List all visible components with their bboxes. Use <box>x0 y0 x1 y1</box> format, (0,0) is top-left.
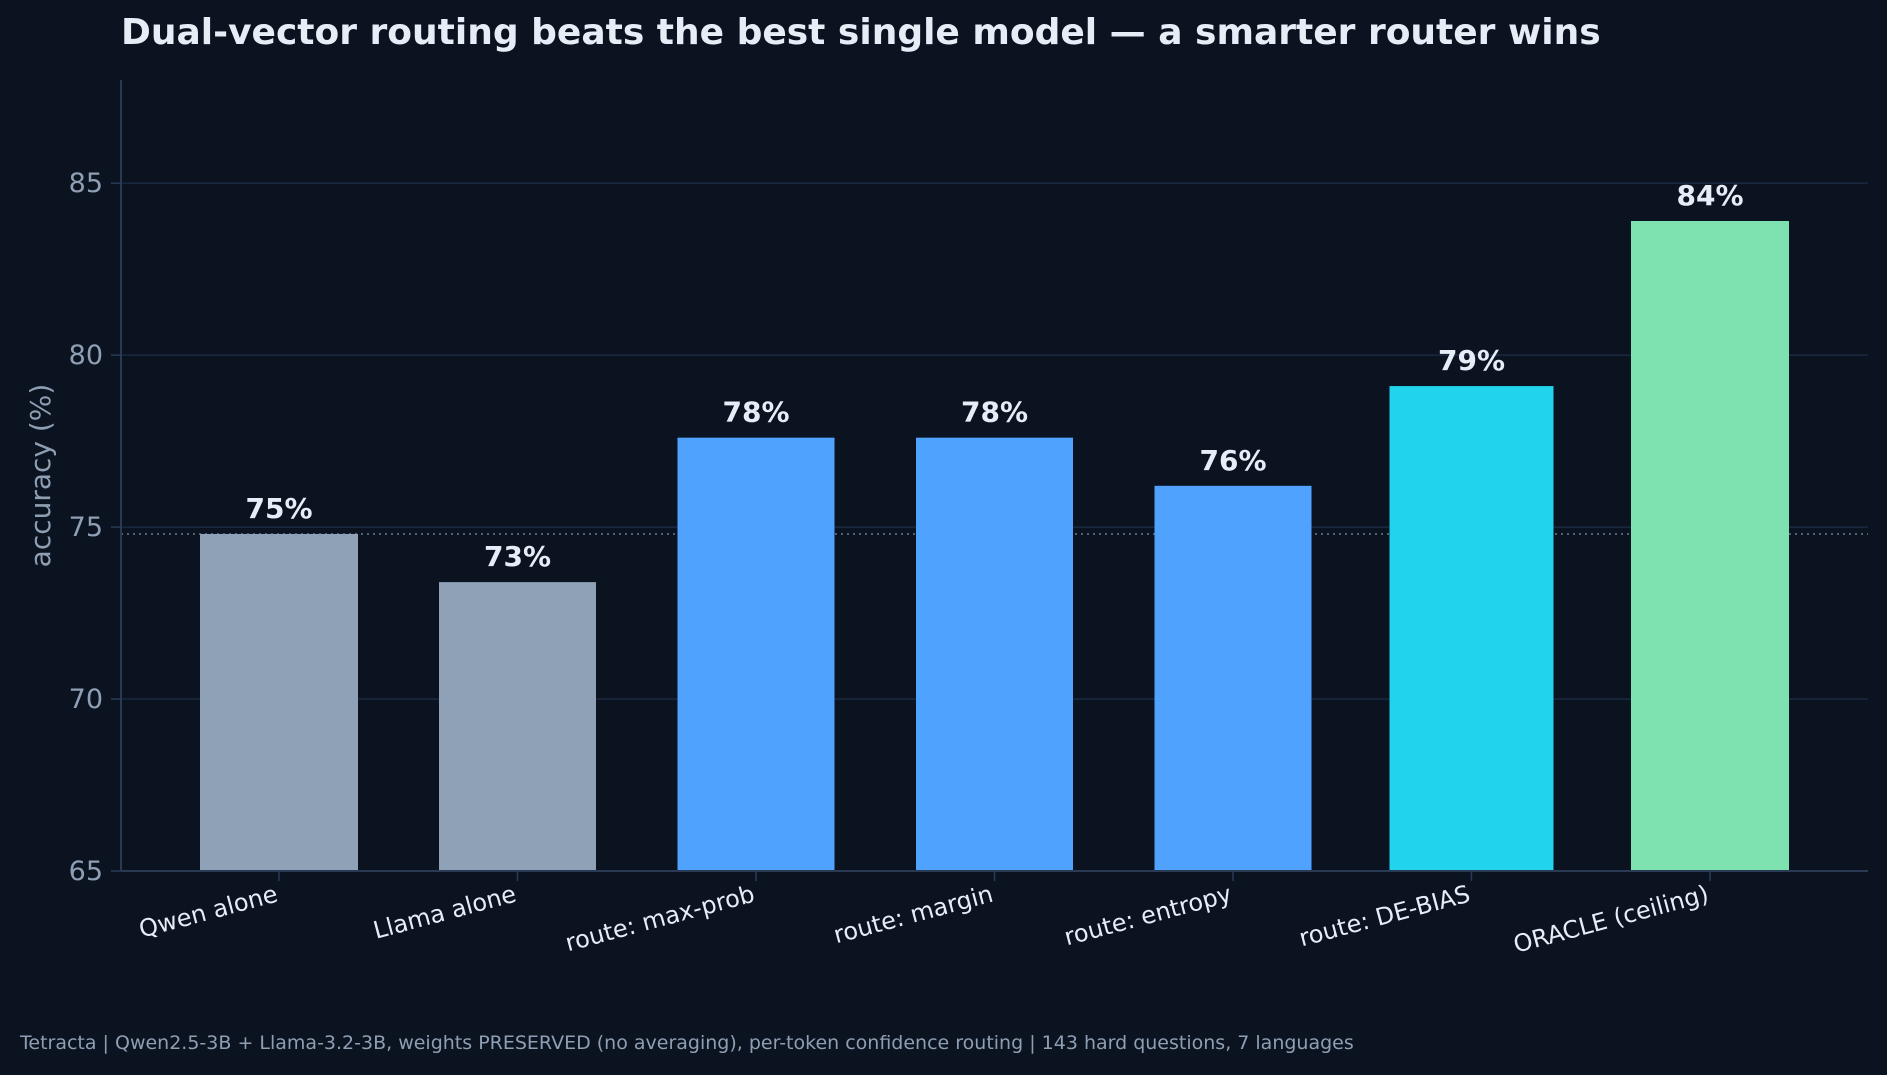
value-label: 75% <box>245 492 312 525</box>
bar-3 <box>677 437 835 871</box>
y-tick-label: 85 <box>69 168 103 199</box>
y-tick-label: 70 <box>69 684 103 715</box>
x-tick-label: route: margin <box>831 880 996 949</box>
x-tick-label: Llama alone <box>370 880 519 945</box>
axes: 65 70 75 80 85 accuracy (%) <box>24 80 1868 887</box>
y-tick-label: 75 <box>69 512 103 543</box>
value-label: 78% <box>961 396 1028 429</box>
bar-4 <box>916 437 1073 871</box>
value-label: 78% <box>722 396 789 429</box>
chart-title: Dual-vector routing beats the best singl… <box>121 12 1601 53</box>
y-axis-label: accuracy (%) <box>24 384 57 568</box>
y-tick-label: 65 <box>69 856 103 887</box>
y-tick-label: 80 <box>69 340 103 371</box>
x-tick-label: Qwen alone <box>136 880 281 944</box>
bar-5 <box>1154 485 1312 871</box>
value-label: 84% <box>1676 179 1743 212</box>
bar-7 <box>1631 221 1789 872</box>
bar-1 <box>200 533 358 871</box>
bar-6 <box>1389 386 1554 871</box>
x-tick-label: route: max-prob <box>562 880 757 957</box>
value-label: 73% <box>484 540 551 573</box>
bars <box>200 221 1789 872</box>
bar-2 <box>439 582 596 871</box>
x-tick-label: ORACLE (ceiling) <box>1510 880 1711 959</box>
x-tick-label: route: DE-BIAS <box>1296 880 1473 953</box>
x-tick-label: route: entropy <box>1061 880 1234 952</box>
chart-footnote: Tetracta | Qwen2.5-3B + Llama-3.2-3B, we… <box>20 1032 1354 1054</box>
value-label: 76% <box>1199 444 1266 477</box>
value-label: 79% <box>1438 344 1505 377</box>
